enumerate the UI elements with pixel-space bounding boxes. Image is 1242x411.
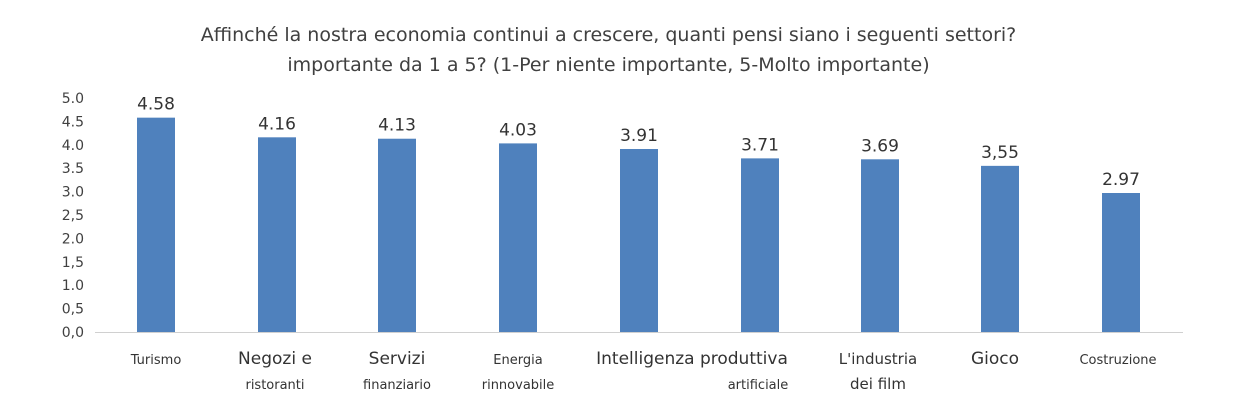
- bar: [741, 158, 779, 332]
- data-label: 4.03: [499, 120, 537, 140]
- bar: [620, 149, 658, 332]
- category-label: ristoranti: [245, 378, 304, 393]
- category-label: dei film: [850, 375, 906, 393]
- category-label: Negozi e: [238, 349, 312, 369]
- category-label: finanziario: [363, 378, 431, 393]
- category-label: Costruzione: [1079, 353, 1156, 368]
- data-label: 3.91: [620, 126, 658, 146]
- category-label: artificiale: [728, 378, 789, 393]
- bar: [378, 138, 416, 332]
- category-label: L'industria: [839, 350, 917, 368]
- category-label: Energia: [493, 353, 542, 368]
- y-tick-label: 2,5: [62, 208, 84, 224]
- bar: [1102, 193, 1140, 332]
- data-label: 4.16: [258, 114, 296, 134]
- data-label: 3,55: [981, 143, 1019, 163]
- bar: [981, 165, 1019, 332]
- y-tick-label: 3.5: [62, 161, 84, 177]
- category-label: Servizi: [369, 349, 426, 369]
- category-label: Gioco: [971, 349, 1019, 369]
- data-label: 4.13: [378, 116, 416, 136]
- category-label: rinnovabile: [482, 378, 555, 393]
- bar: [861, 159, 899, 332]
- chart-title-line-2: importante da 1 a 5? (1-Per niente impor…: [287, 54, 930, 76]
- category-label: Turismo: [130, 353, 182, 368]
- y-tick-label: 2.0: [62, 231, 84, 247]
- y-tick-label: 3.0: [62, 185, 84, 201]
- data-label: 3.71: [741, 135, 779, 155]
- y-tick-label: 5.0: [62, 91, 84, 107]
- data-label: 2.97: [1102, 170, 1140, 190]
- y-tick-label: 1.0: [62, 278, 84, 294]
- bar: [137, 117, 175, 332]
- y-tick-label: 1,5: [62, 255, 84, 271]
- y-tick-label: 4.0: [62, 138, 84, 154]
- chart-title-line-1: Affinché la nostra economia continui a c…: [200, 24, 1017, 46]
- y-tick-label: 0,0: [62, 325, 84, 341]
- bar: [499, 143, 537, 332]
- y-tick-label: 4.5: [62, 114, 84, 130]
- bar: [258, 137, 296, 332]
- data-label: 3.69: [861, 136, 899, 156]
- data-label: 4.58: [137, 95, 175, 115]
- y-tick-label: 0,5: [62, 302, 84, 318]
- category-label: Intelligenza produttiva: [596, 349, 788, 369]
- chart-title: Affinché la nostra economia continui a c…: [0, 20, 1217, 80]
